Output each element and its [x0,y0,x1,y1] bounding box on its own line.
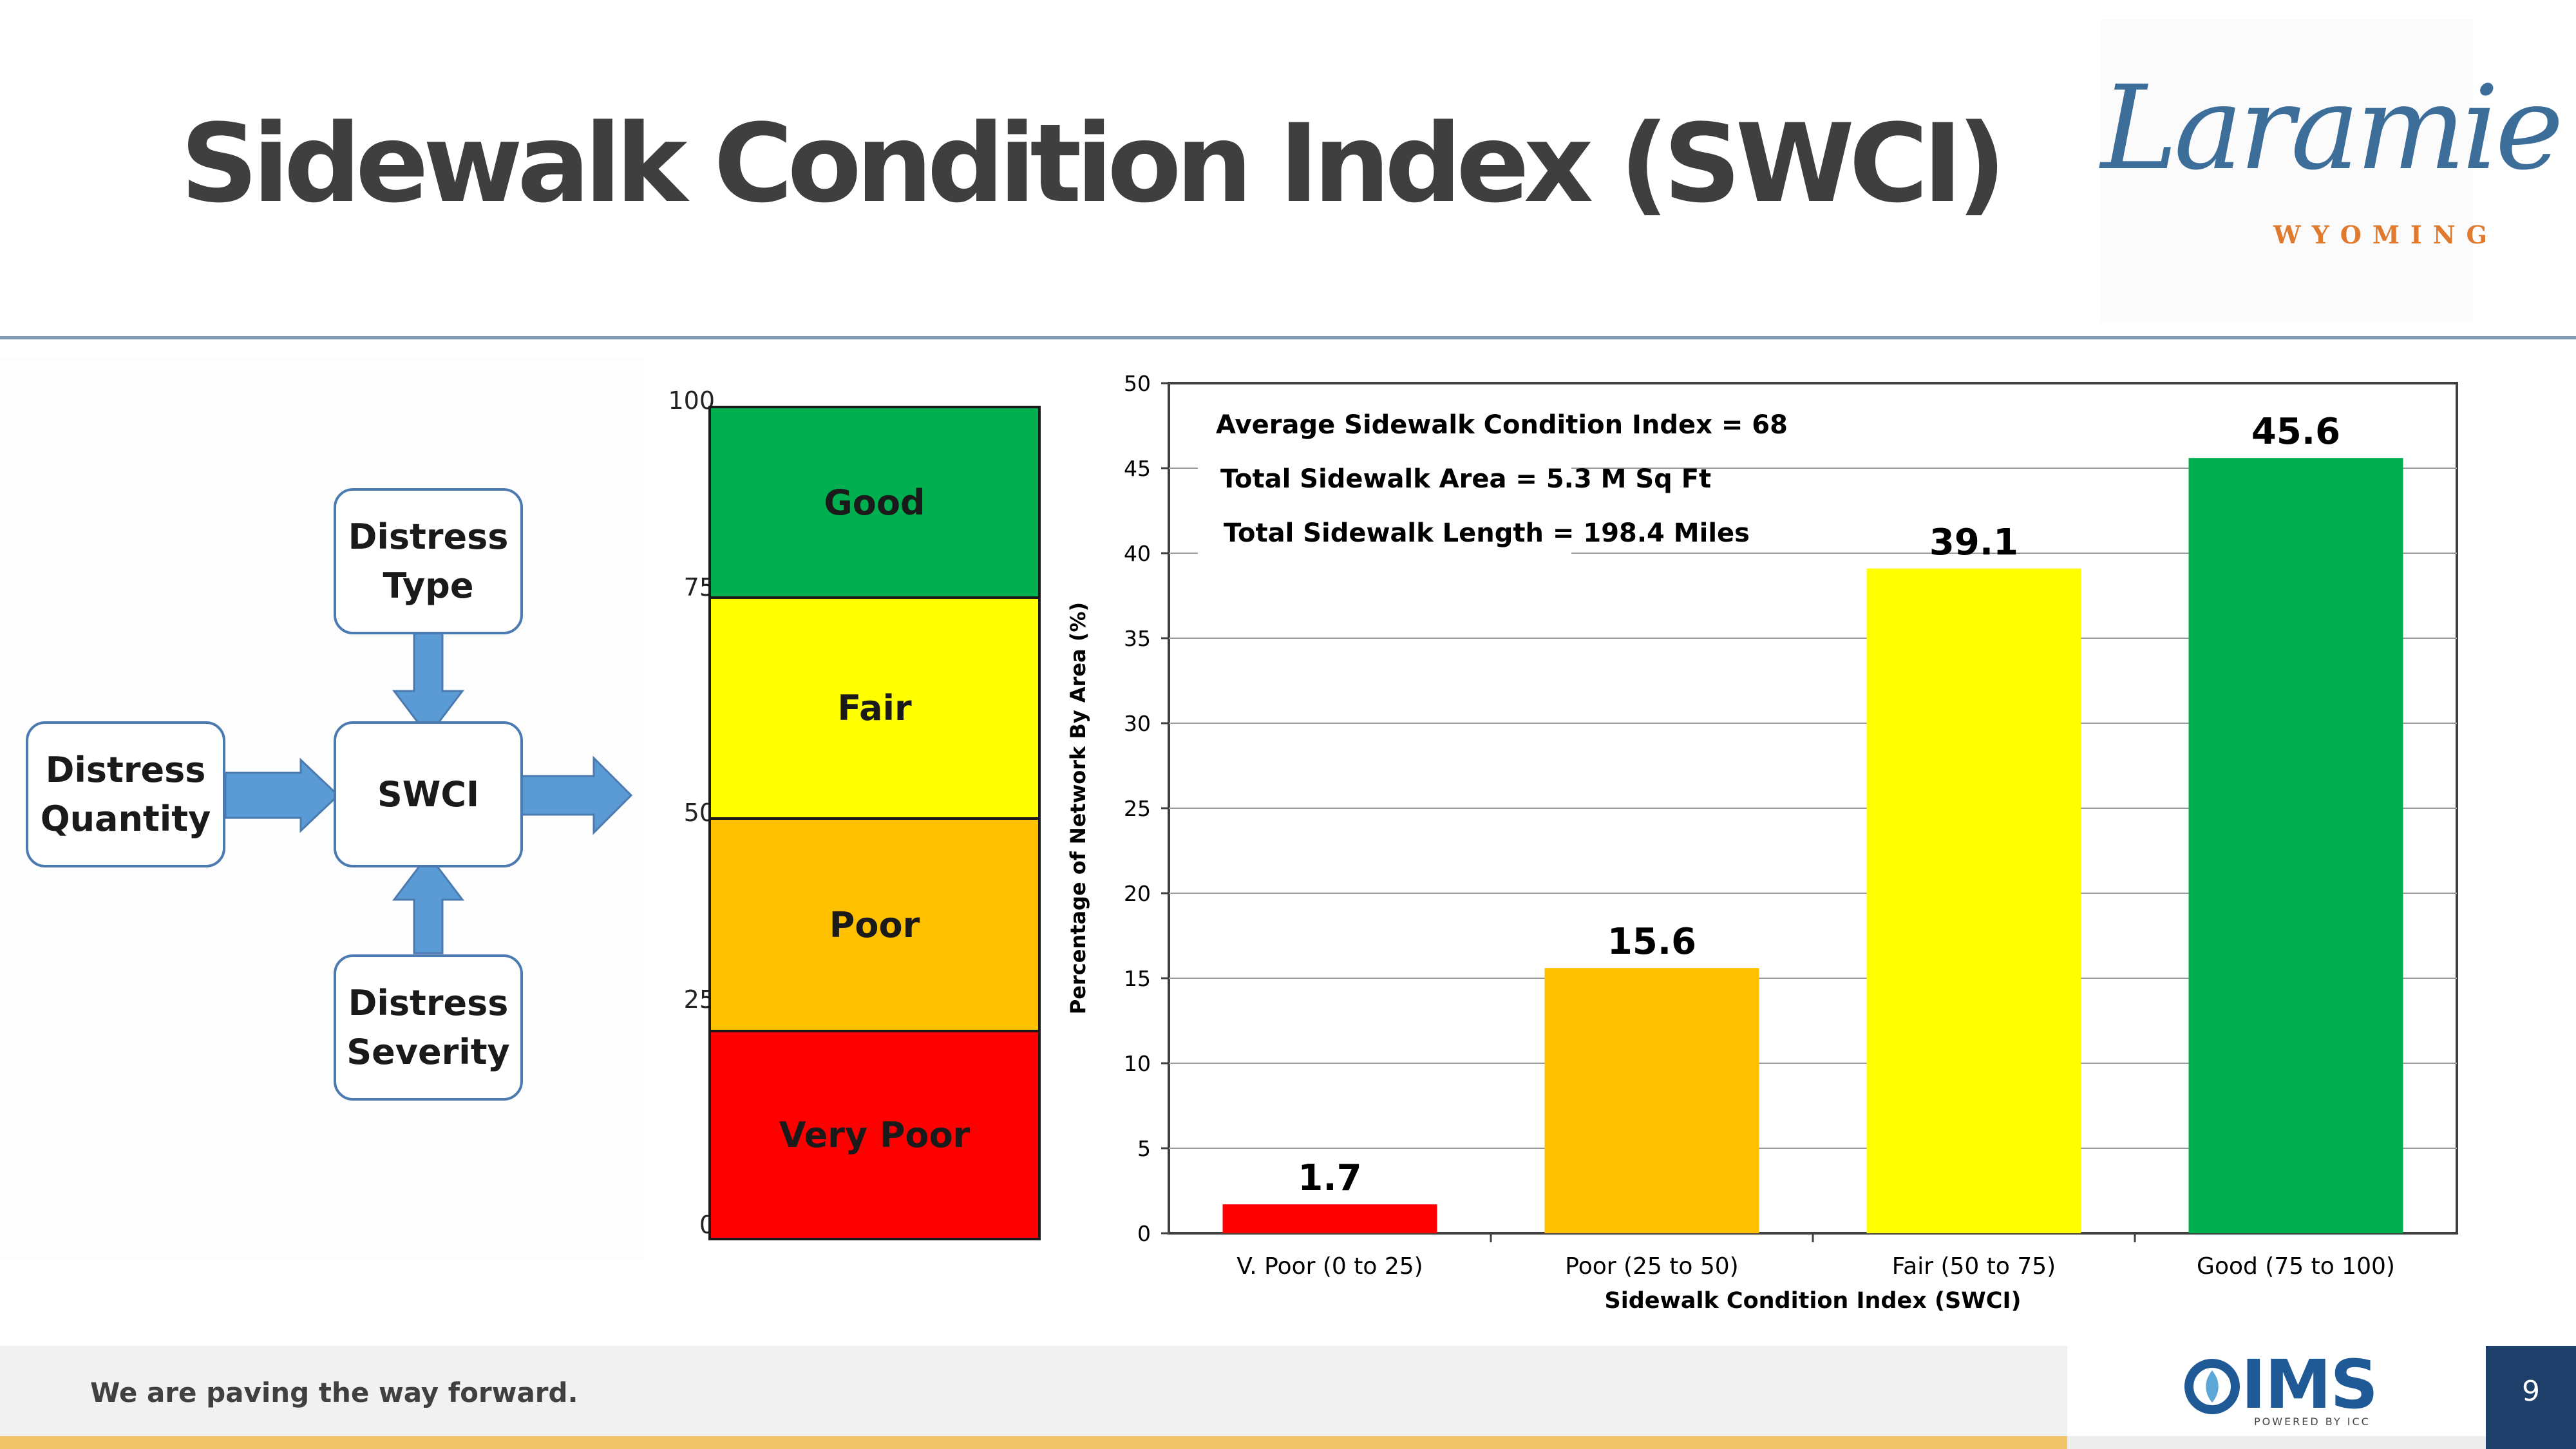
annotation-background [1198,406,1571,586]
swci-label: SWCI [377,773,480,815]
ims-logo-box [2067,1346,2486,1436]
distress-quantity-line2: Quantity [40,798,211,839]
arrow-down-icon [392,630,465,738]
chart-annotation: Average Sidewalk Condition Index = 68 [1216,410,1788,440]
chart-annotation: Total Sidewalk Area = 5.3 M Sq Ft [1220,464,1711,494]
y-tick-label: 10 [1124,1051,1151,1076]
bar [1544,968,1759,1233]
scale-band-very-poor: Very Poor [708,1030,1041,1240]
y-tick-label: 20 [1124,881,1151,906]
scale-tick: 25 [683,985,715,1014]
scale-tick: 100 [668,386,715,415]
ims-brand-subtext: POWERED BY ICC [2254,1416,2371,1428]
swci-flow-diagram: Distress Type Distress Quantity SWCI Distr… [0,357,644,1259]
x-tick-label: Poor (25 to 50) [1565,1253,1738,1280]
ims-logo-icon [2184,1359,2240,1414]
annotation-layer: Average Sidewalk Condition Index = 68 Tot… [1198,406,1788,586]
page-number-box [2486,1346,2576,1449]
swci-bar-chart: Average Sidewalk Condition Index = 68 Tot… [1066,371,2458,1314]
arrow-right-icon [224,757,340,833]
chart-annotation: Total Sidewalk Length = 198.4 Miles [1224,518,1750,548]
bar-layer: 1.7 15.6 39.1 45.6 [1222,411,2403,1233]
footer-accent-line [0,1436,2067,1449]
page-number: 9 [2522,1375,2540,1408]
scale-band-good: Good [708,406,1041,599]
bar-value-label: 45.6 [2251,411,2340,453]
y-axis-title: Percentage of Network By Area (%) [1066,602,1090,1014]
laramie-logo: Laramie WYOMING [2101,19,2564,322]
distress-type-line2: Type [383,565,474,606]
x-tick-label: V. Poor (0 to 25) [1236,1253,1423,1280]
bar-value-label: 39.1 [1929,522,2018,564]
bar [1222,1204,1437,1233]
scale-tick: 75 [683,573,715,601]
y-tick-label: 40 [1124,541,1151,566]
logo-sub-text: WYOMING [2273,220,2498,249]
y-tick-label: 15 [1124,966,1151,991]
footer-bar [0,1346,2067,1436]
y-tick-label: 5 [1137,1136,1151,1161]
y-tick-label: 50 [1124,371,1151,396]
logo-script-text: Laramie [2101,61,2564,196]
condition-scale: 100 75 50 25 0 Good Fair Poor Very Poor [668,386,1043,1265]
flow-arrows [224,630,633,954]
y-tick-label: 30 [1124,711,1151,736]
distress-severity-box: Distress Severity [334,954,523,1101]
footer-tagline: We are paving the way forward. [90,1377,578,1408]
swci-box: SWCI [334,721,523,867]
distress-severity-line1: Distress [348,982,509,1023]
y-tick-label: 45 [1124,456,1151,481]
distress-severity-line2: Severity [346,1031,510,1072]
arrow-up-icon [392,853,465,954]
x-axis-title: Sidewalk Condition Index (SWCI) [1605,1288,2022,1314]
bar-value-label: 1.7 [1298,1157,1361,1199]
distress-quantity-box: Distress Quantity [26,721,225,867]
y-tick-label: 25 [1124,796,1151,821]
slide-title: Sidewalk Condition Index (SWCI) [180,100,2007,227]
x-tick-label: Fair (50 to 75) [1892,1253,2056,1280]
bar [1866,568,2081,1233]
tick-layer: 0 5 10 15 20 25 30 35 40 45 50 V. Poor (0 to 25) Poo… [1124,371,2395,1280]
y-tick-label: 0 [1137,1221,1151,1246]
distress-type-line1: Distress [348,516,509,557]
y-tick-label: 35 [1124,626,1151,651]
scale-band-poor: Poor [708,817,1041,1032]
arrow-out-icon [516,755,633,835]
scale-tick: 50 [683,799,715,827]
scale-tick: 0 [699,1211,715,1239]
bar [2188,458,2403,1233]
bar-value-label: 15.6 [1607,921,1696,963]
header-divider [0,336,2576,339]
ims-brand-text: IMS [2241,1345,2378,1424]
x-tick-label: Good (75 to 100) [2197,1253,2395,1280]
distress-type-box: Distress Type [334,488,523,634]
distress-quantity-line1: Distress [45,749,206,790]
scale-band-fair: Fair [708,596,1041,820]
